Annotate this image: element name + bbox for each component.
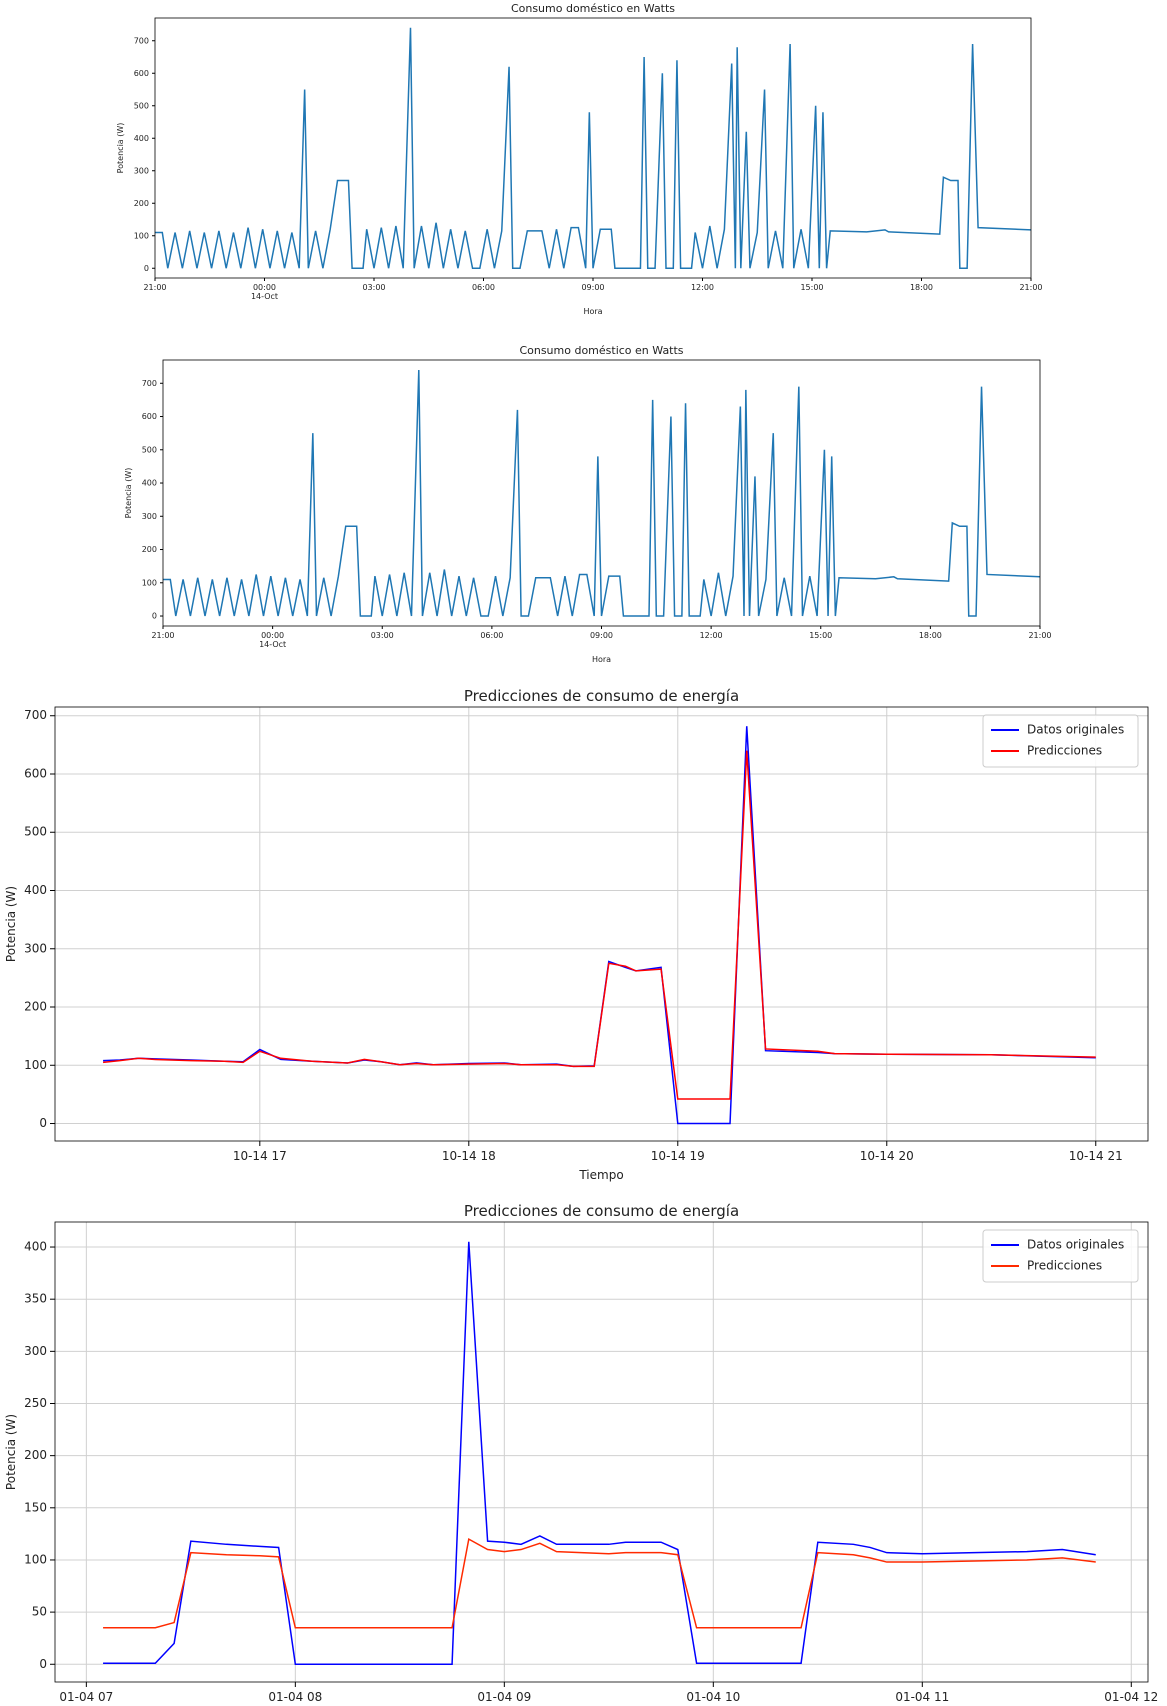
y-tick-label: 300	[134, 166, 149, 175]
y-tick-label: 300	[24, 1344, 47, 1358]
axes-frame	[162, 359, 1041, 627]
y-tick-label: 200	[24, 1000, 47, 1014]
x-tick-label: 18:00	[919, 631, 942, 640]
y-tick-label: 400	[24, 883, 47, 897]
y-tick-label: 100	[142, 578, 157, 587]
y-tick-label: 300	[24, 941, 47, 955]
x-tick-label: 10-14 21	[1069, 1149, 1123, 1163]
x-tick-label: 15:00	[800, 283, 823, 292]
y-tick-label: 500	[24, 825, 47, 839]
x-tick-label: 10-14 19	[651, 1149, 705, 1163]
legend-box	[982, 714, 1139, 768]
y-tick-label: 700	[24, 708, 47, 722]
chart-title: Consumo doméstico en Watts	[519, 344, 683, 357]
x-tick-label: 01-04 12	[1104, 1690, 1158, 1704]
plot-area	[55, 1222, 1148, 1682]
x-axis-label: Hora	[583, 307, 602, 316]
legend-label: Datos originales	[1027, 723, 1124, 737]
x-tick-label: 09:00	[590, 631, 613, 640]
y-tick-label: 200	[24, 1448, 47, 1462]
x-tick-label: 06:00	[480, 631, 503, 640]
x-tick-label: 01-04 09	[477, 1690, 531, 1704]
y-tick-label: 400	[142, 479, 157, 488]
x-tick-label: 21:00	[1019, 283, 1042, 292]
y-tick-label: 150	[24, 1500, 47, 1514]
x-tick-label: 15:00	[809, 631, 832, 640]
y-tick-label: 0	[39, 1657, 47, 1671]
y-tick-label: 0	[152, 612, 157, 621]
x-tick-label: 10-14 18	[442, 1149, 496, 1163]
legend-label: Datos originales	[1027, 1238, 1124, 1252]
x-axis-label: Hora	[592, 655, 611, 664]
subplot: 0 100 200 300 400 500 600 700 21:00 00:00 14-Oct 03…	[116, 2, 1043, 316]
x-tick-label: 00:00 14-Oct	[259, 631, 286, 649]
subplot: 0 50 100 150 200 250 300 350 400 01-04 07 01-04 08…	[4, 1202, 1158, 1704]
y-tick-label: 100	[134, 231, 149, 240]
legend-box	[982, 1229, 1139, 1283]
y-tick-label: 100	[24, 1058, 47, 1072]
y-axis-label: Potencia (W)	[4, 886, 18, 962]
axes-frame	[54, 706, 1149, 1142]
x-tick-label: 01-04 11	[895, 1690, 949, 1704]
y-tick-label: 200	[142, 545, 157, 554]
y-tick-label: 200	[134, 199, 149, 208]
y-tick-label: 0	[39, 1116, 47, 1130]
x-tick-label: 03:00	[371, 631, 394, 640]
plot-area	[163, 360, 1040, 626]
data-line	[163, 369, 1041, 617]
y-tick-label: 600	[142, 412, 157, 421]
plot-area	[55, 707, 1148, 1141]
plot-area	[155, 18, 1031, 278]
chart-title: Predicciones de consumo de energía	[464, 687, 739, 705]
x-tick-label: 00:00 14-Oct	[251, 283, 278, 301]
legend-label: Predicciones	[1027, 1259, 1102, 1273]
x-tick-label: 21:00	[151, 631, 174, 640]
chart-title: Consumo doméstico en Watts	[511, 2, 675, 15]
x-tick-label: 10-14 20	[860, 1149, 914, 1163]
y-tick-label: 700	[134, 36, 149, 45]
x-tick-label: 01-04 08	[268, 1690, 322, 1704]
y-tick-label: 0	[144, 264, 149, 273]
y-tick-label: 400	[24, 1240, 47, 1254]
y-tick-label: 400	[134, 134, 149, 143]
y-tick-label: 250	[24, 1396, 47, 1410]
y-tick-label: 700	[142, 379, 157, 388]
subplot: 0 100 200 300 400 500 600 700 10-14 17 10-14 18 10…	[4, 687, 1149, 1182]
x-tick-label: 03:00	[362, 283, 385, 292]
y-tick-label: 600	[134, 69, 149, 78]
x-tick-label: 01-04 10	[686, 1690, 740, 1704]
x-tick-label: 18:00	[910, 283, 933, 292]
x-tick-label: 21:00	[143, 283, 166, 292]
x-tick-label: 06:00	[472, 283, 495, 292]
x-tick-label: 21:00	[1028, 631, 1051, 640]
data-line	[103, 1537, 1096, 1629]
axes-frame	[154, 17, 1032, 279]
x-tick-label: 10-14 17	[233, 1149, 287, 1163]
y-axis-label: Potencia (W)	[116, 123, 125, 174]
y-tick-label: 100	[24, 1552, 47, 1566]
y-tick-label: 50	[32, 1605, 47, 1619]
y-tick-label: 350	[24, 1292, 47, 1306]
x-tick-label: 09:00	[581, 283, 604, 292]
data-line	[103, 1241, 1096, 1666]
y-tick-label: 600	[24, 766, 47, 780]
subplot: 0 100 200 300 400 500 600 700 21:00 00:00 14-Oct 03…	[124, 344, 1052, 664]
y-tick-label: 500	[134, 101, 149, 110]
legend-label: Predicciones	[1027, 744, 1102, 758]
y-axis-label: Potencia (W)	[124, 468, 133, 519]
y-axis-label: Potencia (W)	[4, 1414, 18, 1490]
data-line	[102, 750, 1096, 1100]
y-tick-label: 300	[142, 512, 157, 521]
x-tick-label: 12:00	[700, 631, 723, 640]
y-tick-label: 500	[142, 445, 157, 454]
data-line	[155, 27, 1032, 269]
chart-title: Predicciones de consumo de energía	[464, 1202, 739, 1220]
x-tick-label: 12:00	[691, 283, 714, 292]
axes-frame	[54, 1221, 1149, 1683]
x-tick-label: 01-04 07	[59, 1690, 113, 1704]
x-axis-label: Tiempo	[578, 1168, 623, 1182]
